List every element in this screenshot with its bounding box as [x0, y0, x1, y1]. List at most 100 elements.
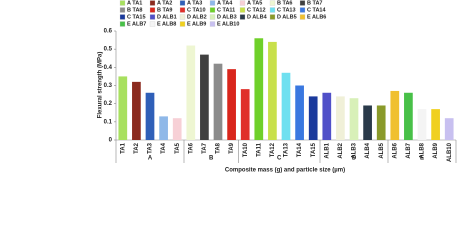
legend-swatch [299, 14, 306, 20]
legend-swatch [299, 7, 306, 13]
legend-swatch [119, 7, 126, 13]
x-tick-label: ALB8 [420, 142, 426, 158]
y-tick-label: 0.1 [104, 119, 113, 125]
bar [295, 85, 304, 140]
legend-label: E ALB8 [157, 21, 176, 27]
legend-label: D ALB3 [217, 14, 237, 20]
legend-label: C TA11 [217, 7, 235, 13]
bar [186, 45, 196, 140]
legend-label: E ALB7 [127, 21, 146, 27]
bar [363, 105, 372, 140]
legend-label: D ALB4 [247, 14, 268, 20]
legend-label: C TA12 [247, 7, 266, 13]
legend-swatch [119, 21, 126, 27]
legend-label: A TA4 [217, 0, 233, 6]
x-tick-label: ALB1 [324, 142, 330, 158]
group-label: C [277, 156, 282, 162]
bar [227, 69, 236, 140]
legend-label: C TA10 [187, 7, 206, 13]
chart: Flexural strength (MPa) Composite mass (… [98, 0, 457, 174]
x-tick-label: TA4 [161, 142, 167, 154]
legend-label: A TA2 [157, 0, 172, 6]
bar [132, 81, 141, 140]
y-tick-label: 0.5 [104, 47, 113, 53]
legend-swatch [209, 0, 216, 6]
bar [281, 72, 291, 140]
bar [118, 76, 128, 140]
legend-label: E ALB9 [187, 21, 206, 27]
legend-swatch [149, 0, 156, 6]
bar [254, 38, 264, 141]
bar [322, 92, 332, 140]
x-tick-label: TA12 [270, 142, 276, 157]
bar [376, 105, 386, 140]
y-axis-title: Flexural strength (MPa) [98, 52, 104, 119]
x-tick-label: ALB4 [365, 142, 371, 158]
legend-swatch [269, 7, 276, 13]
y-tick-label: 0.4 [104, 65, 113, 71]
legend-swatch [179, 14, 186, 20]
legend-label: B TA9 [157, 7, 172, 13]
legend-swatch [239, 0, 246, 6]
bar [172, 118, 182, 140]
x-tick-label: ALB6 [392, 142, 398, 158]
x-tick-label: ALB7 [406, 142, 412, 158]
legend-swatch [239, 14, 246, 20]
x-tick-label: TA2 [134, 142, 140, 154]
x-tick-label: TA14 [297, 142, 303, 157]
legend-swatch [269, 0, 276, 6]
x-tick-label: TA5 [175, 142, 181, 154]
group-label: B [209, 156, 214, 162]
bar [444, 118, 454, 140]
x-tick-label: TA8 [216, 142, 222, 154]
legend-label: D ALB2 [187, 14, 207, 20]
x-tick-label: TA6 [188, 142, 194, 154]
x-tick-label: ALB3 [352, 142, 358, 158]
legend-label: D ALB5 [277, 14, 297, 20]
legend-swatch [179, 21, 186, 27]
legend-label: A TA3 [187, 0, 202, 6]
x-tick-label: TA15 [311, 142, 317, 157]
legend-label: C TA13 [277, 7, 296, 13]
legend-label: A TA5 [247, 0, 262, 6]
legend-swatch [119, 14, 126, 20]
x-tick-label: ALB9 [433, 142, 439, 158]
legend-swatch [299, 0, 306, 6]
group-label: D [352, 156, 357, 162]
bar [159, 116, 168, 140]
bar [268, 41, 277, 140]
legend-label: B TA7 [307, 0, 322, 6]
bar [431, 109, 440, 140]
x-tick-label: TA10 [243, 142, 249, 157]
legend-swatch [149, 7, 156, 13]
legend-label: C TA15 [127, 14, 146, 20]
bar [213, 63, 223, 141]
bar [308, 96, 318, 140]
x-tick-label: TA9 [229, 142, 235, 154]
legend-label: B TA8 [127, 7, 142, 13]
y-tick-label: 0 [109, 138, 113, 144]
legend-label: D ALB1 [157, 14, 177, 20]
legend-swatch [269, 14, 276, 20]
x-tick-label: TA3 [148, 142, 154, 154]
y-tick-label: 0.2 [104, 101, 113, 107]
bar [349, 98, 359, 140]
bar [145, 92, 155, 140]
x-tick-label: ALB10 [447, 142, 453, 162]
legend-swatch [179, 7, 186, 13]
x-tick-label: TA11 [256, 142, 262, 157]
y-tick-label: 0.3 [104, 83, 113, 89]
legend-swatch [149, 14, 156, 20]
x-tick-label: ALB2 [338, 142, 344, 158]
group-label: E [420, 156, 424, 162]
legend-swatch [209, 14, 216, 20]
x-tick-label: TA13 [284, 142, 290, 157]
y-tick-label: 0.6 [104, 29, 113, 35]
legend-swatch [119, 0, 126, 6]
group-label: A [148, 156, 153, 162]
bar [390, 90, 400, 140]
legend-label: B TA6 [277, 0, 292, 6]
x-tick-label: ALB5 [379, 142, 385, 158]
bar [417, 109, 427, 140]
legend-label: E ALB10 [217, 21, 239, 27]
